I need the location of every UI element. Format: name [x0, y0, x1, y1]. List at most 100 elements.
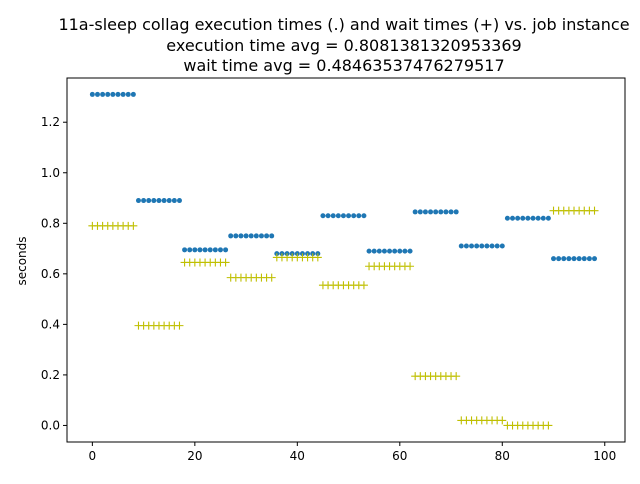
- wait-time-point: [498, 416, 507, 425]
- execution-time-point: [115, 91, 121, 97]
- execution-time-point: [146, 198, 152, 204]
- execution-time-point: [238, 233, 244, 239]
- execution-time-point: [253, 233, 259, 239]
- execution-time-point: [540, 215, 546, 221]
- execution-time-point: [197, 247, 203, 253]
- execution-time-point: [397, 248, 403, 254]
- execution-time-point: [504, 215, 510, 221]
- wait-time-point: [267, 273, 276, 282]
- x-tick-label: 60: [392, 449, 407, 463]
- execution-time-point: [207, 247, 213, 253]
- execution-time-point: [566, 256, 572, 262]
- execution-time-point: [551, 256, 557, 262]
- y-tick-label: 0.0: [41, 418, 60, 432]
- execution-time-point: [530, 215, 536, 221]
- execution-time-point: [489, 243, 495, 249]
- wait-time-point: [452, 372, 461, 381]
- execution-time-point: [320, 213, 326, 219]
- execution-time-point: [525, 215, 531, 221]
- execution-time-point: [176, 198, 182, 204]
- execution-time-point: [161, 198, 167, 204]
- title-line-3: wait time avg = 0.48463537476279517: [183, 56, 504, 75]
- execution-time-point: [166, 198, 172, 204]
- execution-time-point: [100, 91, 106, 97]
- execution-time-point: [499, 243, 505, 249]
- execution-time-point: [443, 209, 449, 215]
- chart-title: 11a-sleep collag execution times (.) and…: [58, 15, 629, 75]
- execution-time-point: [463, 243, 469, 249]
- execution-time-point: [156, 198, 162, 204]
- wait-time-point: [406, 262, 415, 271]
- execution-time-point: [571, 256, 577, 262]
- execution-time-point: [417, 209, 423, 215]
- y-axis-ticks: 0.0 0.2 0.4 0.6 0.8 1.0 1.2: [41, 115, 67, 432]
- title-line-1: 11a-sleep collag execution times (.) and…: [58, 15, 629, 34]
- execution-time-point: [412, 209, 418, 215]
- wait-time-point: [359, 281, 368, 290]
- execution-time-point: [428, 209, 434, 215]
- execution-time-point: [223, 247, 229, 253]
- execution-time-point: [576, 256, 582, 262]
- execution-time-point: [171, 198, 177, 204]
- execution-time-point: [340, 213, 346, 219]
- execution-time-point: [422, 209, 428, 215]
- execution-time-point: [243, 233, 249, 239]
- wait-time-point: [175, 321, 184, 330]
- plot-marks: [88, 91, 599, 430]
- execution-time-point: [269, 233, 275, 239]
- execution-time-point: [381, 248, 387, 254]
- execution-time-point: [535, 215, 541, 221]
- execution-time-point: [182, 247, 188, 253]
- x-tick-label: 20: [187, 449, 202, 463]
- y-tick-label: 1.2: [41, 115, 60, 129]
- execution-time-point: [407, 248, 413, 254]
- y-tick-label: 0.2: [41, 368, 60, 382]
- execution-time-point: [371, 248, 377, 254]
- execution-time-point: [448, 209, 454, 215]
- execution-time-point: [361, 213, 367, 219]
- execution-time-point: [325, 213, 331, 219]
- wait-time-point: [313, 253, 322, 262]
- y-tick-label: 0.6: [41, 267, 60, 281]
- execution-time-point: [581, 256, 587, 262]
- execution-time-point: [125, 91, 131, 97]
- x-axis-ticks: 0 20 40 60 80 100: [89, 442, 616, 463]
- execution-time-point: [433, 209, 439, 215]
- execution-time-point: [233, 233, 239, 239]
- plot-area-frame: [66, 77, 626, 443]
- execution-time-point: [228, 233, 234, 239]
- execution-time-point: [376, 248, 382, 254]
- x-tick-label: 80: [495, 449, 510, 463]
- execution-time-point: [586, 256, 592, 262]
- execution-time-point: [135, 198, 141, 204]
- execution-time-point: [192, 247, 198, 253]
- x-tick-label: 40: [290, 449, 305, 463]
- execution-time-point: [202, 247, 208, 253]
- execution-time-point: [120, 91, 126, 97]
- execution-time-point: [402, 248, 408, 254]
- title-line-2: execution time avg = 0.8081381320953369: [166, 36, 521, 55]
- execution-time-point: [94, 91, 100, 97]
- execution-time-point: [520, 215, 526, 221]
- execution-time-point: [258, 233, 264, 239]
- wait-time-point: [129, 221, 138, 230]
- wait-time-point: [590, 206, 599, 215]
- execution-time-point: [494, 243, 500, 249]
- wait-time-point: [221, 258, 230, 267]
- execution-time-point: [484, 243, 490, 249]
- execution-time-point: [356, 213, 362, 219]
- execution-time-point: [110, 91, 116, 97]
- execution-time-point: [330, 213, 336, 219]
- execution-time-point: [89, 91, 95, 97]
- execution-time-point: [453, 209, 459, 215]
- execution-time-point: [264, 233, 270, 239]
- execution-time-point: [141, 198, 147, 204]
- x-tick-label: 0: [89, 449, 97, 463]
- execution-time-point: [556, 256, 562, 262]
- execution-time-point: [151, 198, 157, 204]
- execution-time-point: [366, 248, 372, 254]
- execution-time-point: [592, 256, 598, 262]
- execution-time-point: [105, 91, 111, 97]
- execution-time-point: [130, 91, 136, 97]
- execution-time-point: [187, 247, 193, 253]
